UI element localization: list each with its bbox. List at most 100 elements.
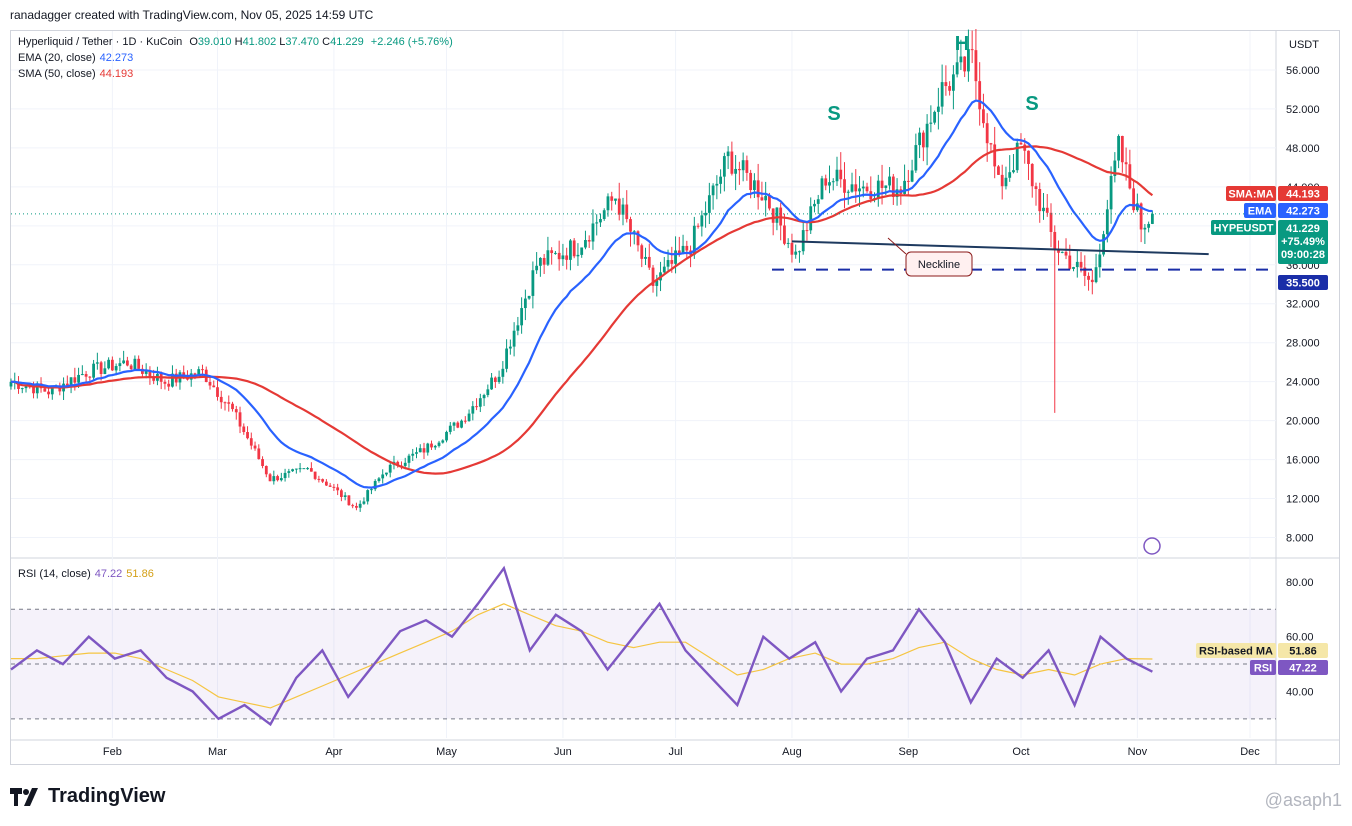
support-badge: 35.500 (1286, 278, 1320, 290)
candle-body (47, 391, 50, 395)
rsi-lines (10, 565, 1153, 727)
tradingview-logo-icon (10, 787, 38, 806)
candle-body (516, 325, 520, 331)
candle-body (538, 257, 542, 266)
candle-body (43, 388, 47, 392)
candle-body (321, 479, 325, 482)
candle-body (234, 409, 238, 413)
candle-body (651, 267, 655, 286)
candle-body (231, 403, 234, 410)
candle-body (1109, 175, 1113, 210)
candle-body (786, 242, 790, 244)
candle-body (467, 413, 471, 422)
candle-body (430, 443, 433, 448)
pattern-label-left-shoulder: S (827, 103, 840, 125)
candle-body (396, 461, 400, 466)
candle-body (171, 373, 174, 387)
candle-body (576, 254, 580, 257)
ema-badge-label-bg (1244, 203, 1276, 218)
candle-body (674, 250, 677, 264)
candle-body (264, 465, 268, 475)
ohlc-low-label: L (279, 36, 286, 48)
candle-body (167, 383, 171, 387)
support-badge-bg (1278, 275, 1328, 290)
neckline (791, 240, 1209, 256)
sma-badge-value: 44.193 (1286, 189, 1320, 201)
candle-body (805, 230, 809, 232)
currency-label[interactable]: USDT (1289, 39, 1319, 51)
candle-body (730, 151, 734, 174)
candle-body (298, 468, 302, 470)
price-badges: SMA:MA 44.193 EMA 42.273 HYPEUSDT 41.229+75.4… (1143, 186, 1328, 675)
candle-body (373, 481, 377, 490)
candle-body (936, 106, 940, 112)
sma-legend[interactable]: SMA (50, close) 44.193 (18, 66, 133, 82)
candle-body (764, 195, 768, 201)
candle-body (20, 388, 24, 390)
symbol-legend[interactable]: Hyperliquid / Tether · 1D · KuCoin O39.0… (18, 34, 453, 50)
candle-body (302, 468, 306, 470)
candle-body (591, 223, 595, 242)
candle-body (276, 476, 279, 481)
ema-badge-label: EMA (1248, 206, 1273, 218)
candle-body (253, 445, 257, 449)
candle-body (546, 250, 550, 265)
candle-body (1094, 267, 1098, 283)
rsi-band (11, 608, 1276, 720)
candle-body (347, 495, 351, 506)
chart-frame[interactable] (10, 30, 1340, 765)
candle-body (884, 185, 888, 188)
tradingview-logo[interactable]: TradingView (10, 785, 165, 808)
candle-body (201, 369, 204, 371)
rsi-tick-label: 40.00 (1286, 686, 1314, 698)
ema-badge-value-bg (1278, 203, 1328, 218)
ohlc-low: 37.470 (285, 36, 320, 48)
candle-body (257, 448, 261, 460)
rsi-legend[interactable]: RSI (14, close) 47.22 51.86 (18, 566, 154, 582)
ohlc-high-label: H (234, 36, 243, 48)
candle-body (212, 385, 216, 388)
candle-body (463, 420, 467, 422)
ohlc-open-label: O (189, 36, 198, 48)
candle-body (921, 132, 925, 148)
candle-body (940, 82, 944, 107)
candle-body (858, 188, 861, 192)
time-tick-label: Oct (1012, 746, 1029, 758)
time-tick-label: Feb (103, 746, 122, 758)
ema-badge-value: 42.273 (1286, 206, 1320, 218)
candle-body (1150, 213, 1154, 224)
candle-body (636, 231, 640, 246)
candle-body (1083, 267, 1087, 276)
candle-body (850, 184, 854, 192)
candle-body (726, 151, 730, 157)
sma-badge-label: SMA:MA (1228, 189, 1273, 201)
candle-body (50, 385, 54, 395)
neckline-callout-pointer (887, 237, 907, 255)
price-badge-label: HYPEUSDT (1214, 223, 1274, 235)
candle-body (475, 406, 478, 408)
candle-body (88, 376, 92, 378)
price-badge-value: 41.229 (1286, 223, 1320, 235)
rsi-ma-badge-value: 51.86 (1289, 646, 1317, 658)
candle-body (437, 442, 441, 446)
candle-body (527, 295, 531, 299)
ohlc-close: 41.229 (330, 36, 364, 48)
candle-body (219, 396, 223, 403)
candle-body (508, 346, 512, 349)
candle-body (1049, 212, 1053, 232)
candle-body (1060, 251, 1064, 253)
pattern-label-right-shoulder: S (1025, 93, 1038, 115)
candle-body (84, 374, 88, 377)
candle-body (783, 225, 786, 244)
candle-body (32, 386, 35, 394)
candle-body (1105, 209, 1109, 235)
time-tick-label: Mar (208, 746, 227, 758)
price-badge-change: +75.49% (1281, 236, 1325, 248)
candle-body (433, 445, 437, 448)
ema-legend[interactable]: EMA (20, close) 42.273 (18, 50, 133, 66)
candle-body (644, 256, 647, 259)
candle-body (846, 191, 850, 193)
candle-body (711, 185, 715, 196)
candle-body (1113, 160, 1117, 176)
